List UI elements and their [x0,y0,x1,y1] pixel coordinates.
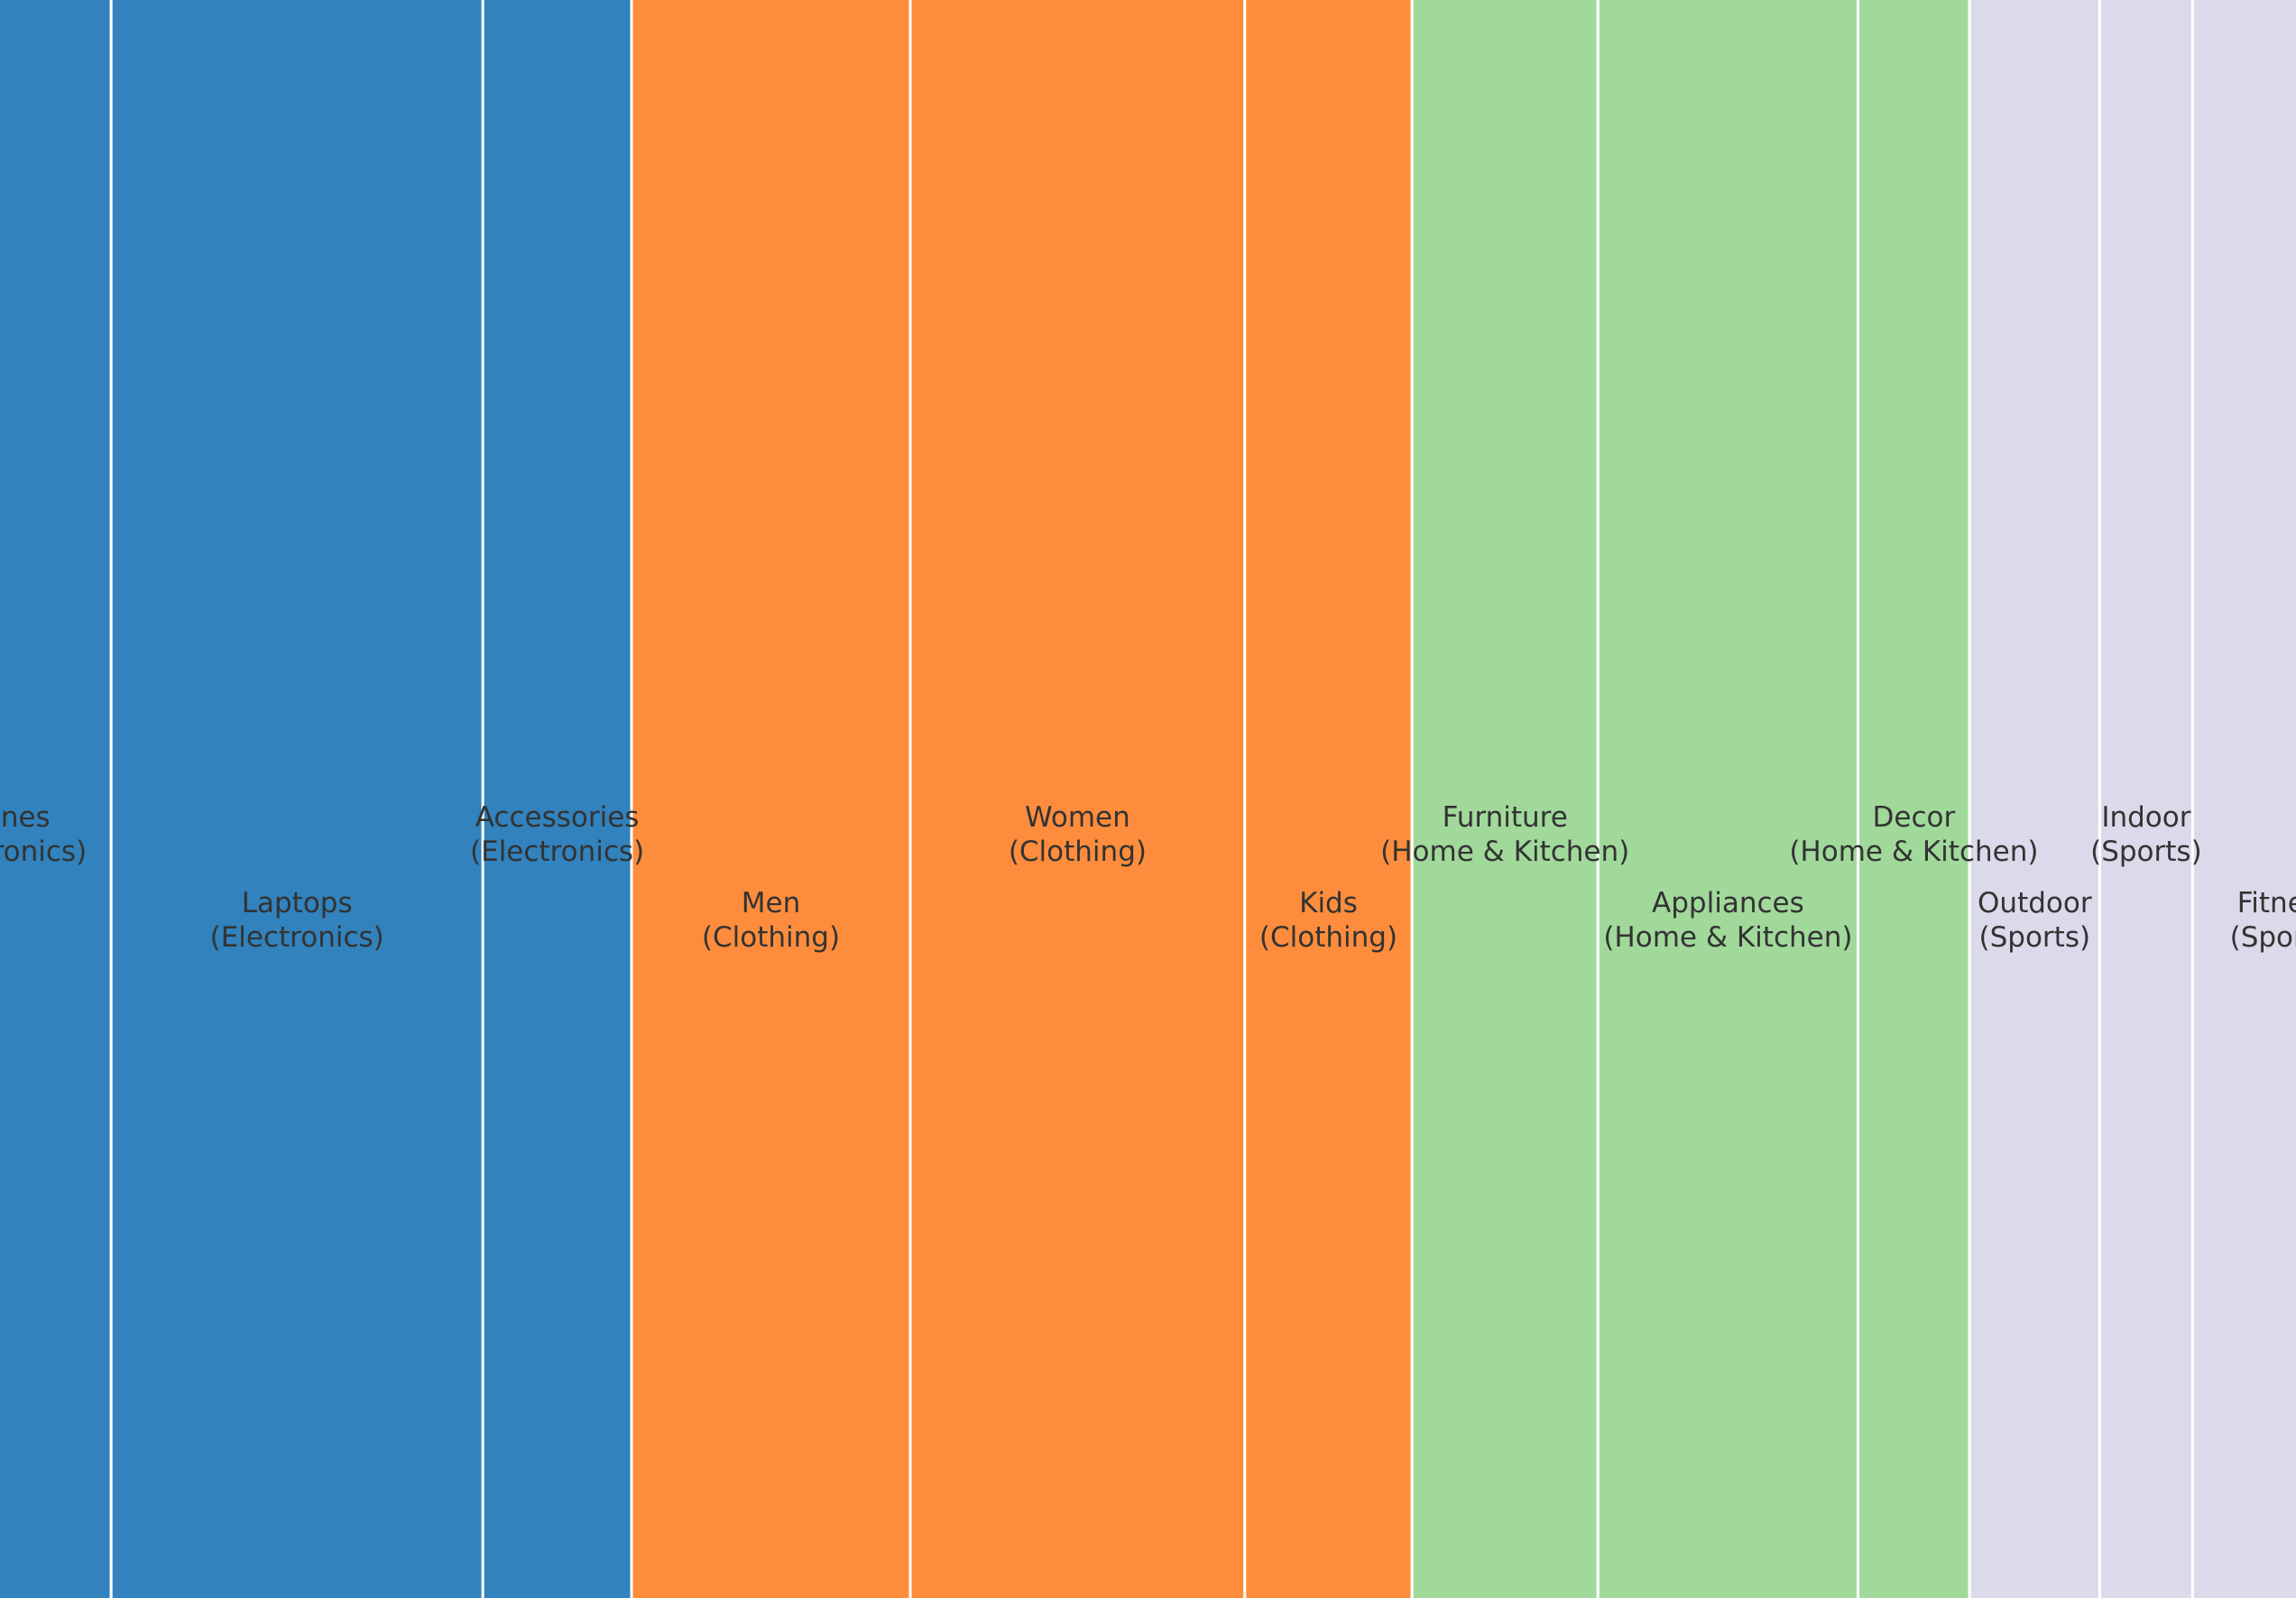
segment-women [908,0,1247,1598]
segment-group: (Electronics) [0,836,87,868]
segment-group: (Sports) [2230,921,2296,954]
segment-name: Furniture [1443,801,1568,834]
segment-label: Women (Clothing) [1009,801,1147,868]
segment-labels: Phones(Electronics)Laptops(Electronics)A… [0,801,2296,954]
segment-group: (Sports) [1979,921,2091,954]
segment-furniture [1410,0,1600,1598]
segment-fitness [2190,0,2296,1598]
segment-accessories [481,0,633,1598]
segment-name: Men [742,887,800,919]
segment-indoor [2098,0,2194,1598]
segment-name: Kids [1299,887,1358,919]
segment-group: (Home & Kitchen) [1603,921,1852,954]
segment-name: Laptops [242,887,353,919]
segment-name: Accessories [475,801,640,834]
segment-name: Fitness [2237,887,2296,919]
segment-group: (Clothing) [1009,836,1147,868]
segment-group: (Sports) [2090,836,2202,868]
segment-appliances [1596,0,1860,1598]
segment-decor [1857,0,1971,1598]
segment-men [630,0,912,1598]
segment-group: (Home & Kitchen) [1789,836,2038,868]
segment-name: Decor [1873,801,1956,834]
segment-label: Phones(Electronics) [0,801,87,868]
segment-label: Appliances (Home & Kitchen) [1603,887,1852,954]
segment-group: (Clothing) [702,921,840,954]
segment-label: Indoor (Sports) [2090,801,2202,868]
segment-laptops [109,0,484,1598]
segment-name: Appliances [1652,887,1804,919]
segment-group: (Electronics) [470,836,644,868]
segment-label: Men (Clothing) [702,887,840,954]
segment-name: Women [1025,801,1130,834]
segment-label: Decor (Home & Kitchen) [1789,801,2038,868]
segment-group: (Clothing) [1259,921,1397,954]
segment-name: Indoor [2101,801,2190,834]
segment-kids [1243,0,1414,1598]
segment-label: Kids (Clothing) [1259,887,1397,954]
segment-label: Laptops (Electronics) [210,887,384,954]
segment-outdoor [1968,0,2101,1598]
segment-name: Phones [0,801,51,834]
segment-phones [0,0,113,1598]
segment-group: (Home & Kitchen) [1380,836,1629,868]
segment-label: Fitness(Sports) [2230,887,2296,954]
segment-label: Furniture (Home & Kitchen) [1380,801,1629,868]
segment-label: Accessories (Electronics) [470,801,644,868]
segment-name: Outdoor [1978,887,2092,919]
segment-group: (Electronics) [210,921,384,954]
segment-label: Outdoor (Sports) [1978,887,2092,954]
